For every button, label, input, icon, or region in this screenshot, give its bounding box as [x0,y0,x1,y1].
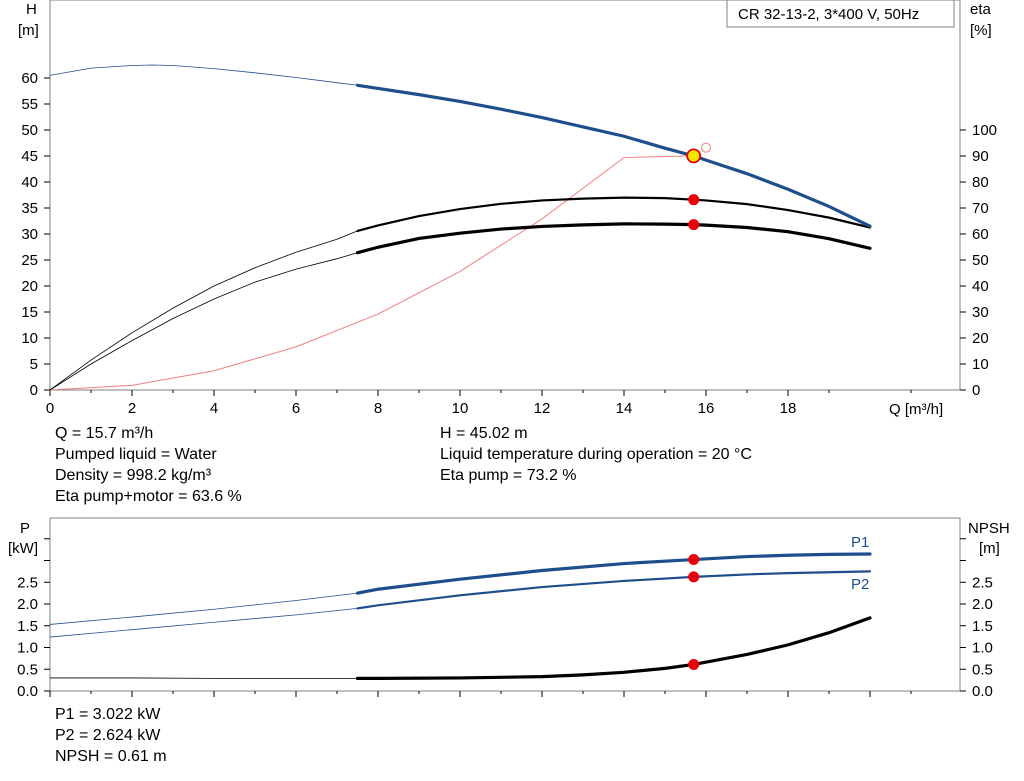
x-tick-label: 14 [616,400,633,417]
top-right-axis-label-name: eta [970,1,992,18]
x-tick-label: 8 [374,400,382,417]
eta-tick-label: 10 [972,356,989,373]
h-tick-label: 25 [21,252,38,269]
p2-point [688,571,700,583]
top-series [49,64,872,391]
x-tick-label: 10 [452,400,469,417]
series-label-p1: P1 [851,534,869,551]
x-tick-label: 6 [292,400,300,417]
operating-point-marker [686,148,702,164]
eta-pump-motor-curve-thin [49,252,358,391]
npsh-tick-label: 1.0 [972,640,993,657]
eta-pump-curve-thin [49,230,358,391]
h-tick-label: 15 [21,304,38,321]
h-tick-label: 40 [21,174,38,191]
open-marker [701,142,711,153]
h-tick-label: 60 [21,70,38,87]
top-plot-frame [49,0,961,391]
info-eta-pump-motor: Eta pump+motor = 63.6 % [55,488,242,505]
h-tick-label: 50 [21,122,38,139]
bottom-right-axis-label-name: NPSH [968,520,1010,537]
eta-tick-label: 30 [972,304,989,321]
x-axis-label: Q [m³/h] [889,401,943,418]
h-tick-label: 0 [30,382,38,399]
series-label-p2: P2 [851,576,869,593]
eta-tick-label: 50 [972,252,989,269]
p1-curve-thick [355,552,872,595]
p-tick-label: 2.0 [17,596,38,613]
info-top-right: H = 45.02 m Liquid temperature during op… [440,423,752,486]
eta-pump-curve-thick [356,196,872,232]
eta-pump-point [688,194,700,206]
top-left-axis-label-unit: [m] [18,22,39,39]
title-box [726,0,955,28]
npsh-tick-label: 2.0 [972,596,993,613]
x-tick-label: 2 [128,400,136,417]
info-liquid-temperature: Liquid temperature during operation = 20… [440,446,752,463]
p-tick-label: 1.5 [17,618,38,635]
system-curve [49,155,694,391]
info-eta-pump: Eta pump = 73.2 % [440,467,577,484]
eta-tick-label: 60 [972,226,989,243]
eta-tick-label: 20 [972,330,989,347]
top-right-axis-label-unit: [%] [970,22,992,39]
bottom-right-axis-label-unit: [m] [979,540,1000,557]
x-tick-label: 12 [534,400,551,417]
p2-curve-thin [49,607,358,638]
npsh-tick-label: 0.0 [972,683,993,700]
eta-tick-label: 90 [972,148,989,165]
bottom-series [49,552,872,680]
p2-curve-thick [356,570,872,610]
npsh-curve-thick [355,616,872,680]
npsh-tick-label: 2.5 [972,574,993,591]
title-box-text: CR 32-13-2, 3*400 V, 50Hz [738,6,919,23]
h-tick-label: 30 [21,226,38,243]
info-pumped-liquid: Pumped liquid = Water [55,446,217,463]
p-tick-label: 2.5 [17,574,38,591]
bottom-axes: 0.0 0.0 0.5 0.5 1.0 1.0 1.5 1.5 2.0 2.0 2.5 2.5 [17,538,993,700]
npsh-tick-label: 1.5 [972,618,993,635]
h-tick-label: 20 [21,278,38,295]
p-tick-label: 0.5 [17,661,38,678]
p1-curve-thin [49,592,358,625]
head-curve-thin [49,64,358,86]
top-left-axis-label-name: H [26,1,37,18]
info-bottom: P1 = 3.022 kW P2 = 2.624 kW NPSH = 0.61 … [55,704,167,767]
x-tick-label: 18 [780,400,797,417]
bottom-plot-frame [49,517,961,692]
h-tick-label: 55 [21,96,38,113]
bottom-left-axis-label-name: P [20,520,30,537]
h-tick-label: 45 [21,148,38,165]
info-flow: Q = 15.7 m³/h [55,425,154,442]
x-tick-label: 4 [210,400,218,417]
head-curve-thick [355,83,872,228]
x-tick-label: 0 [46,400,54,417]
info-npsh: NPSH = 0.61 m [55,748,167,765]
p1-point [688,554,700,566]
eta-tick-label: 70 [972,200,989,217]
h-tick-label: 10 [21,330,38,347]
info-head: H = 45.02 m [440,425,528,442]
x-tick-label: 16 [698,400,715,417]
p-tick-label: 0.0 [17,683,38,700]
eta-pump-motor-point [688,219,700,231]
eta-tick-label: 100 [972,122,997,139]
eta-pump-motor-curve-thick [355,222,872,255]
eta-tick-label: 80 [972,174,989,191]
eta-tick-label: 0 [972,382,980,399]
npsh-tick-label: 0.5 [972,661,993,678]
info-top-left: Q = 15.7 m³/h Pumped liquid = Water Dens… [55,423,242,507]
info-density: Density = 998.2 kg/m³ [55,467,212,484]
info-p2: P2 = 2.624 kW [55,727,161,744]
h-tick-label: 5 [30,356,38,373]
eta-tick-label: 40 [972,278,989,295]
top-axes: 0 2 4 6 8 10 12 14 16 18 0 5 10 15 20 25 30 35 40 45 50 55 60 0… [21,70,997,417]
p-tick-label: 1.0 [17,640,38,657]
bottom-left-axis-label-unit: [kW] [8,540,38,557]
h-tick-label: 35 [21,200,38,217]
npsh-point [688,658,700,670]
info-p1: P1 = 3.022 kW [55,706,161,723]
